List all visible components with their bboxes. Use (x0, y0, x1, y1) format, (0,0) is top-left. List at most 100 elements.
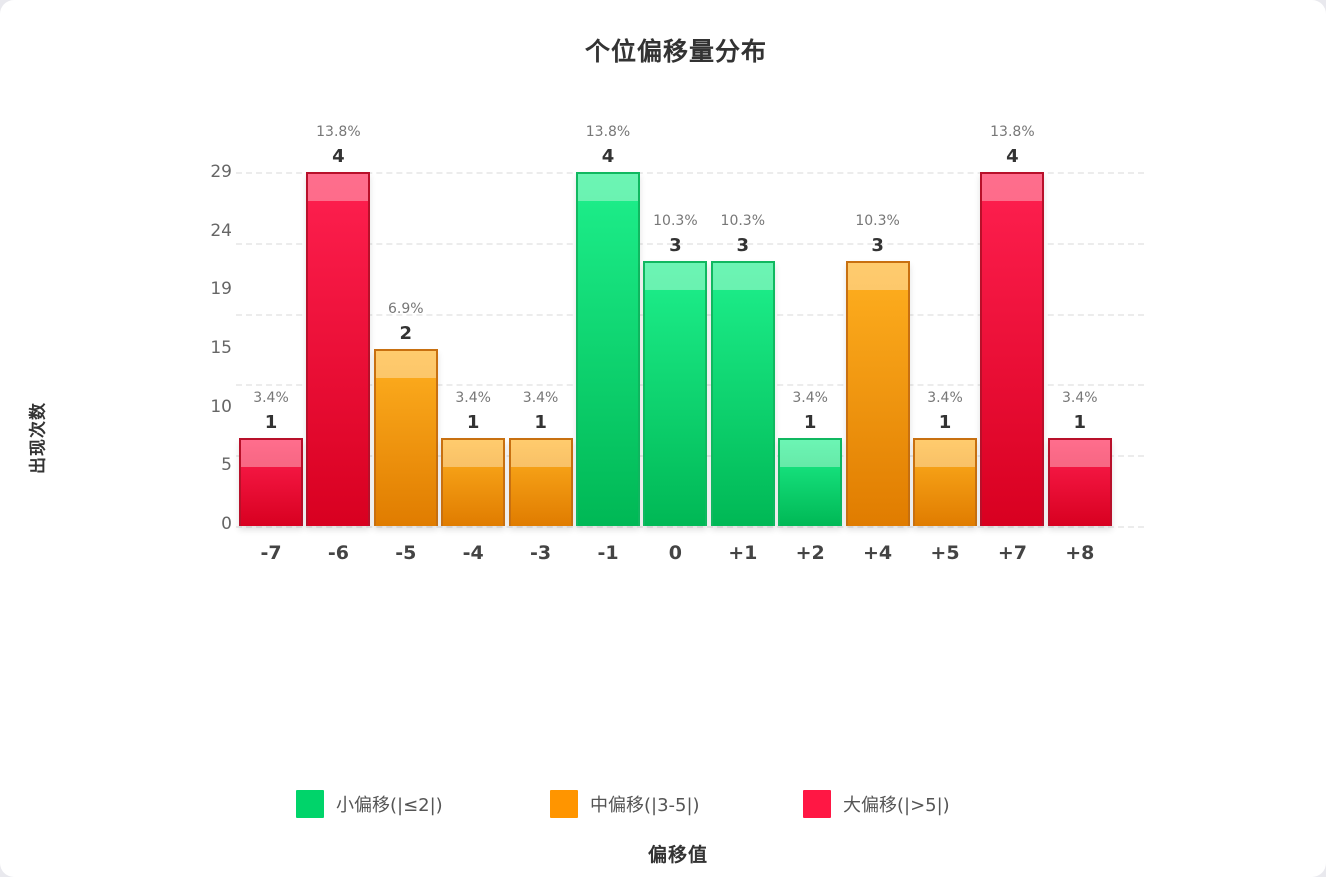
bar-percent-label: 3.4% (522, 389, 559, 406)
x-axis-title: 偏移值 (647, 844, 708, 866)
bar-rect (913, 437, 977, 526)
bar-value-label: 1 (1073, 411, 1087, 433)
x-tick-label: -1 (597, 542, 619, 564)
bar-percent-label: 3.4% (253, 389, 289, 406)
legend-item-medium[interactable]: 中偏移(|3-5|) (550, 790, 700, 818)
legend-swatch-small (296, 790, 324, 818)
bar-highlight (578, 174, 638, 201)
bar-percent-label: 13.8% (316, 124, 361, 140)
bar-value-label: 3 (669, 234, 682, 256)
bar-highlight (847, 262, 908, 290)
y-axis-title: 出现次数 (28, 402, 49, 474)
bar--1[interactable]: 4 13.8% (576, 0, 640, 526)
bar-percent-label: 3.4% (792, 389, 828, 406)
bar-value-label: 2 (399, 323, 413, 344)
bar-highlight (915, 439, 975, 467)
bar-+4[interactable]: 3 10.3% (845, 0, 910, 526)
gridline (236, 172, 1144, 174)
bar-rect (441, 437, 506, 526)
x-tick-label: -6 (327, 542, 349, 564)
bar--4[interactable]: 1 3.4% (441, 0, 506, 526)
bar-highlight (510, 439, 571, 467)
bar-rect (576, 172, 640, 526)
legend-label-large: 大偏移(|>5|) (843, 795, 950, 816)
bar-0[interactable]: 3 10.3% (643, 0, 708, 526)
bar-rect (980, 172, 1045, 526)
bar-percent-label: 3.4% (1062, 389, 1098, 406)
y-tick-label: 5 (221, 455, 232, 476)
bar-rect (643, 260, 708, 526)
legend-swatch-large (803, 790, 831, 818)
bar-percent-label: 3.4% (927, 389, 963, 406)
bar-value-label: 4 (1006, 146, 1019, 167)
x-tick-label: +1 (728, 542, 758, 564)
bar-rect (239, 437, 303, 526)
bar-rect (508, 437, 573, 526)
x-tick-label: +2 (795, 542, 825, 564)
y-tick-label: 29 (210, 162, 232, 182)
bar--6[interactable]: 4 13.8% (306, 0, 371, 526)
bar-percent-label: 10.3% (653, 212, 698, 229)
bar-highlight (982, 174, 1043, 201)
bar-highlight (712, 262, 773, 290)
legend-swatch-medium (550, 790, 578, 818)
bar--7[interactable]: 1 3.4% (239, 0, 303, 526)
bar-percent-label: 13.8% (585, 124, 631, 140)
x-tick-label: -5 (395, 542, 417, 564)
bar-rect (373, 349, 438, 526)
x-tick-label: +4 (863, 542, 893, 564)
x-tick-label: 0 (668, 542, 682, 564)
gridline (236, 526, 1144, 528)
legend-label-small: 小偏移(|≤2|) (336, 795, 443, 816)
bar-rect (845, 260, 910, 526)
y-tick-label: 19 (210, 279, 232, 300)
legend: 小偏移(|≤2|) 中偏移(|3-5|) 大偏移(|>5|) (0, 790, 1326, 820)
bar-value-label: 1 (264, 411, 278, 433)
legend-label-medium: 中偏移(|3-5|) (590, 795, 700, 816)
x-tick-label: +8 (1065, 542, 1095, 564)
bar-value-label: 4 (601, 146, 615, 167)
y-tick-label: 15 (210, 338, 232, 358)
x-tick-label: -4 (462, 542, 484, 564)
bar--5[interactable]: 2 6.9% (373, 0, 438, 526)
bar-highlight (1049, 439, 1110, 467)
bar-highlight (780, 439, 841, 467)
legend-item-small[interactable]: 小偏移(|≤2|) (296, 790, 443, 818)
bar-value-label: 3 (871, 234, 884, 256)
bar-value-label: 1 (534, 411, 547, 433)
bar-rect (778, 437, 843, 526)
legend-item-large[interactable]: 大偏移(|>5|) (803, 790, 950, 818)
bar-percent-label: 13.8% (990, 124, 1035, 140)
gridline (236, 242, 1144, 245)
bar-+1[interactable]: 3 10.3% (710, 0, 775, 526)
bar-value-label: 1 (803, 411, 817, 433)
bar-rect (710, 260, 775, 526)
bar-value-label: 1 (938, 411, 952, 433)
bar-value-label: 1 (466, 411, 480, 433)
bar-+7[interactable]: 4 13.8% (980, 0, 1045, 526)
bar-+5[interactable]: 1 3.4% (913, 0, 977, 526)
bar-percent-label: 3.4% (455, 389, 491, 406)
bar-highlight (241, 439, 301, 467)
bar-rect (306, 172, 371, 526)
bar-highlight (308, 174, 369, 201)
chart-title: 个位偏移量分布 (584, 37, 767, 66)
x-tick-label: -3 (530, 542, 552, 564)
bar-percent-label: 10.3% (720, 212, 766, 229)
bar-+2[interactable]: 1 3.4% (778, 0, 843, 526)
bar-highlight (645, 262, 706, 290)
y-tick-label: 24 (210, 220, 232, 241)
bar-percent-label: 6.9% (388, 301, 424, 317)
bar--3[interactable]: 1 3.4% (508, 0, 573, 526)
bar-+8[interactable]: 1 3.4% (1047, 0, 1112, 526)
x-tick-label: -7 (260, 542, 282, 564)
bar-rect (1047, 437, 1112, 526)
y-tick-label: 10 (210, 396, 232, 417)
bar-value-label: 3 (736, 234, 750, 256)
bar-highlight (443, 439, 504, 467)
x-tick-label: +5 (930, 542, 960, 564)
y-tick-label: 0 (221, 514, 232, 534)
bar-highlight (375, 351, 436, 378)
bar-value-label: 4 (332, 146, 345, 167)
